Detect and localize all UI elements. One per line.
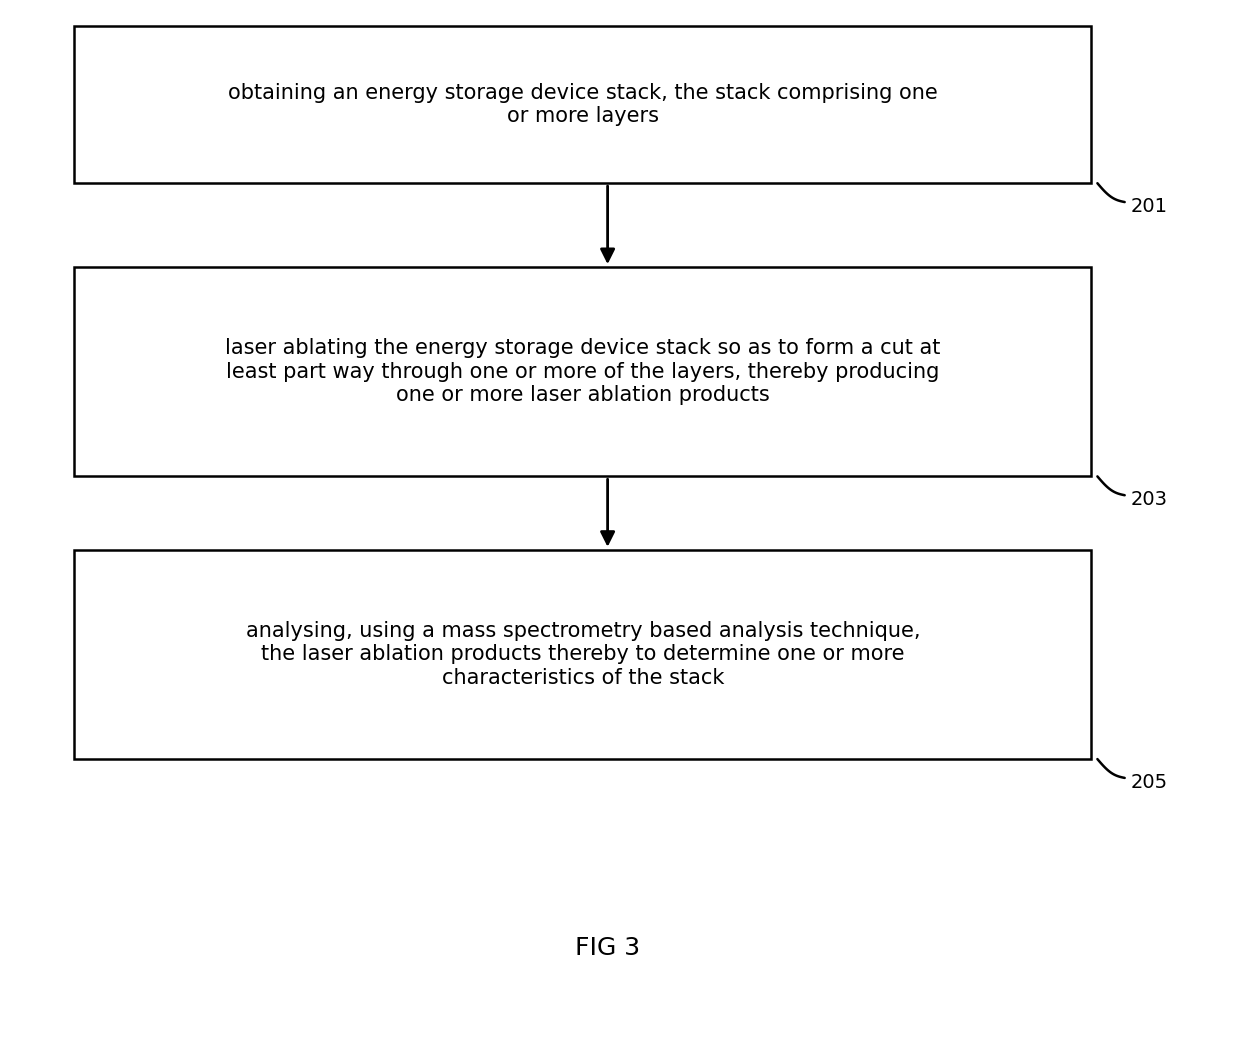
Text: laser ablating the energy storage device stack so as to form a cut at
least part: laser ablating the energy storage device…	[226, 338, 940, 405]
Bar	[74, 550, 1091, 759]
Text: 205: 205	[1131, 773, 1168, 792]
Text: obtaining an energy storage device stack, the stack comprising one
or more layer: obtaining an energy storage device stack…	[228, 83, 937, 127]
Text: analysing, using a mass spectrometry based analysis technique,
the laser ablatio: analysing, using a mass spectrometry bas…	[246, 621, 920, 688]
Text: FIG 3: FIG 3	[575, 936, 640, 959]
Text: 201: 201	[1131, 197, 1168, 216]
Bar	[74, 26, 1091, 183]
Bar	[74, 267, 1091, 476]
Text: 203: 203	[1131, 490, 1168, 509]
